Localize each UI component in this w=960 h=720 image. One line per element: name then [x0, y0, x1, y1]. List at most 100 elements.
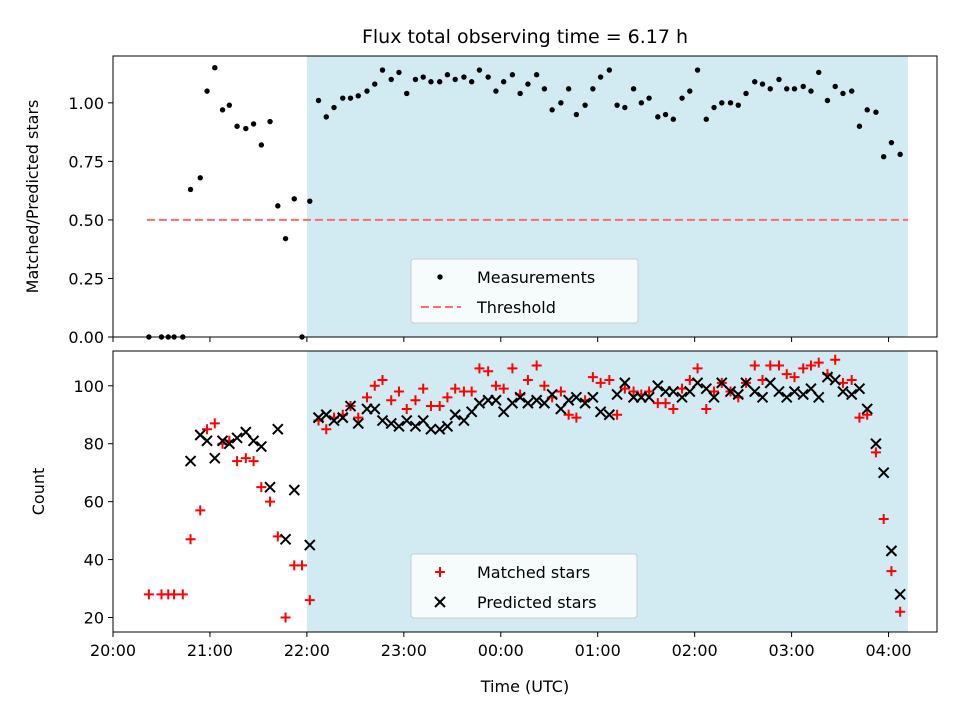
matched-star-point — [490, 380, 501, 391]
matched-star-point — [280, 612, 291, 623]
matched-star-point — [660, 398, 671, 409]
matched-star-point — [240, 453, 251, 464]
predicted-star-point — [885, 545, 898, 557]
measurement-point — [622, 104, 628, 111]
matched-star-point — [612, 409, 623, 420]
matched-star-point — [587, 372, 598, 383]
matched-star-point — [410, 395, 421, 406]
predicted-star-point — [821, 371, 834, 383]
measurement-point — [372, 81, 378, 87]
predicted-star-point — [506, 397, 519, 409]
predicted-star-point — [433, 423, 446, 435]
measurement-point — [517, 90, 523, 97]
matched-star-point — [895, 606, 906, 617]
matched-star-point — [256, 482, 267, 493]
measurement-point — [436, 79, 443, 85]
predicted-star-point — [587, 391, 599, 404]
predicted-star-point — [401, 414, 413, 427]
x-tick-label: 20:00 — [90, 641, 136, 660]
measurement-point — [816, 69, 822, 76]
matched-star-point — [886, 566, 897, 577]
measurement-point — [549, 107, 555, 113]
matched-star-point — [353, 412, 364, 423]
matched-star-point — [684, 374, 695, 385]
predicted-star-point — [667, 385, 680, 398]
measurement-point — [396, 69, 402, 76]
matched-star-point — [297, 560, 308, 571]
measurement-point — [791, 86, 798, 92]
measurement-point — [880, 153, 887, 160]
matched-star-point — [483, 366, 494, 377]
matched-star-point — [304, 595, 315, 606]
chart-title: Flux total observing time = 6.17 h — [362, 26, 688, 48]
predicted-star-point — [184, 455, 197, 467]
matched-star-point — [434, 401, 445, 412]
measurement-point — [331, 104, 337, 111]
measurement-point — [670, 116, 677, 122]
y-axis-label: Matched/Predicted stars — [23, 100, 42, 294]
x-tick-label: 03:00 — [769, 641, 815, 660]
matched-star-point — [619, 383, 630, 394]
measurement-point — [476, 67, 483, 73]
measurement-point — [364, 88, 370, 94]
y-tick-label: 0.00 — [68, 328, 104, 347]
matched-star-point — [854, 412, 865, 423]
y-tick-label: 80 — [84, 435, 104, 454]
matched-star-point — [361, 392, 372, 403]
measurement-point — [776, 76, 782, 83]
matched-star-point — [442, 392, 453, 403]
measurement-point — [468, 79, 475, 85]
measurement-point — [864, 107, 870, 113]
measurement-point — [444, 72, 451, 78]
measurement-point — [735, 102, 741, 108]
measurement-point — [275, 203, 281, 209]
legend-marker-measurements — [437, 274, 443, 280]
matched-star-point — [177, 589, 188, 600]
predicted-star-point — [352, 417, 364, 430]
predicted-star-point — [369, 403, 381, 415]
predicted-star-point — [514, 391, 526, 404]
predicted-star-point — [522, 397, 534, 409]
measurement-point — [355, 93, 361, 99]
predicted-star-point — [788, 385, 801, 398]
measurement-point — [340, 95, 346, 101]
predicted-star-point — [328, 414, 340, 427]
x-tick-label: 21:00 — [187, 641, 233, 660]
predicted-star-point — [279, 533, 292, 546]
predicted-star-point — [530, 394, 543, 406]
predicted-star-point — [594, 406, 607, 418]
predicted-star-point — [716, 377, 728, 389]
matched-star-point — [474, 363, 485, 374]
legend: Measurements Threshold — [410, 258, 639, 324]
predicted-star-point — [393, 420, 405, 433]
matched-star-point — [749, 360, 760, 371]
measurement-point — [323, 114, 329, 120]
measurement-point — [759, 81, 766, 87]
measurement-point — [573, 111, 580, 118]
matched-star-point — [789, 372, 800, 383]
legend-box — [410, 553, 638, 619]
legend-marker-predicted — [434, 596, 446, 608]
matched-star-point — [143, 589, 154, 600]
measurement-point — [614, 102, 620, 108]
measurement-point — [832, 83, 838, 90]
measurement-point — [307, 198, 313, 204]
matched-star-point — [798, 363, 809, 374]
measurement-point — [638, 100, 645, 106]
matched-star-point — [628, 386, 639, 397]
measurement-point — [379, 67, 386, 73]
measurement-point — [234, 123, 240, 129]
measurement-point — [500, 79, 507, 85]
y-tick-label: 60 — [84, 493, 104, 512]
predicted-star-point — [829, 374, 841, 386]
matched-star-point — [668, 403, 679, 414]
measurement-point — [565, 86, 572, 92]
predicted-star-point — [845, 388, 858, 401]
matched-star-point — [773, 360, 784, 371]
y-tick-label: 1.00 — [68, 94, 104, 113]
measurement-point — [558, 100, 564, 106]
top-panel-ratio: 0.00 0.25 0.50 0.75 1.00 Matched/Predicted st… — [23, 55, 938, 347]
legend-label: Measurements — [477, 268, 595, 287]
predicted-star-point — [562, 394, 575, 406]
y-tick-label: 0.25 — [68, 269, 104, 288]
